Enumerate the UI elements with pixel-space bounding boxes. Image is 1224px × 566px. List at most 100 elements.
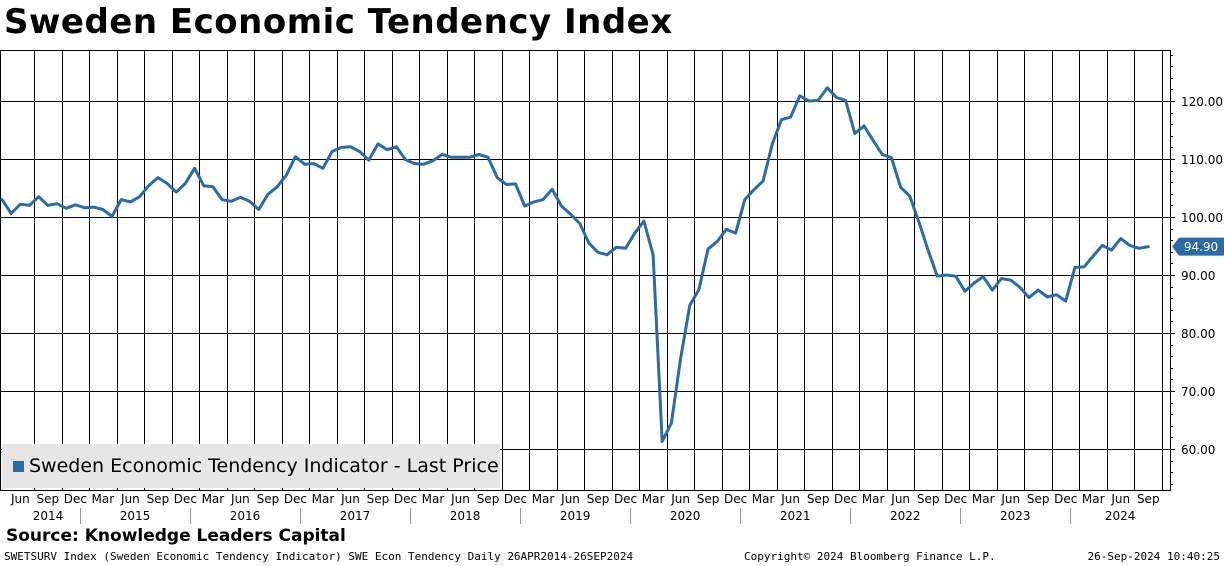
data-point <box>28 204 31 207</box>
data-point <box>560 204 563 208</box>
data-point <box>871 139 875 142</box>
data-point <box>670 421 673 425</box>
data-point <box>688 304 691 307</box>
data-point <box>450 156 453 159</box>
x-year-label: 2015 <box>120 509 151 523</box>
data-point <box>826 86 829 89</box>
data-point <box>1046 295 1049 299</box>
data-point <box>945 273 948 277</box>
x-month-label: Dec <box>1054 492 1077 506</box>
x-month-label: Sep <box>147 492 170 506</box>
data-point <box>496 176 499 179</box>
data-point <box>184 182 187 185</box>
x-month-label: Mar <box>422 492 445 506</box>
x-year-label: 2023 <box>1000 509 1031 523</box>
x-month-label: Mar <box>202 492 225 506</box>
x-month-label: Sep <box>1027 492 1050 506</box>
data-point <box>138 195 141 198</box>
data-point <box>367 159 370 162</box>
data-point <box>743 198 746 201</box>
x-month-label: Mar <box>642 492 665 506</box>
data-point <box>175 190 178 194</box>
x-month-label: Sep <box>917 492 940 506</box>
x-month-label: Mar <box>312 492 335 506</box>
data-point <box>358 150 361 153</box>
x-month-label: Jun <box>120 492 140 506</box>
data-point <box>65 207 68 210</box>
data-point <box>257 208 260 211</box>
data-point <box>881 153 884 156</box>
x-month-label: Dec <box>174 492 197 506</box>
data-point <box>74 203 77 206</box>
data-point <box>927 249 930 252</box>
data-point <box>431 159 435 162</box>
data-point <box>642 219 646 223</box>
data-point <box>578 222 581 225</box>
x-month-label: Sep <box>697 492 720 506</box>
data-point <box>1073 266 1077 269</box>
x-month-label: Dec <box>834 492 857 506</box>
data-point <box>129 200 132 204</box>
footer-timestamp: 26-Sep-2024 10:40:25 <box>1087 550 1220 563</box>
x-month-label: Jun <box>560 492 580 506</box>
data-point <box>110 215 114 218</box>
data-point <box>853 132 856 135</box>
data-point <box>83 206 86 209</box>
data-point <box>211 185 215 188</box>
x-year-label: 2018 <box>450 509 481 523</box>
x-month-label: Jun <box>780 492 800 506</box>
data-point <box>633 232 636 235</box>
x-year-label: 2021 <box>780 509 811 523</box>
data-point <box>706 247 710 251</box>
x-year-label: 2014 <box>33 509 64 523</box>
x-year-label: 2022 <box>890 509 921 523</box>
y-tick-label: 70.00 <box>1181 385 1215 399</box>
x-month-label: Sep <box>1137 492 1160 506</box>
data-point <box>1064 299 1067 303</box>
data-point <box>523 204 526 208</box>
data-point <box>899 186 902 189</box>
data-point <box>917 221 921 224</box>
data-point <box>156 176 160 179</box>
x-month-label: Jun <box>10 492 30 506</box>
data-point <box>413 162 416 165</box>
gridlines <box>0 50 1170 490</box>
x-month-label: Jun <box>450 492 470 506</box>
data-point <box>303 163 306 166</box>
data-point <box>312 162 315 165</box>
data-point <box>477 153 480 156</box>
data-point <box>771 142 774 146</box>
x-month-label: Sep <box>477 492 500 506</box>
data-point <box>734 232 737 235</box>
chart-title: Sweden Economic Tendency Index <box>4 2 673 42</box>
source-note: Source: Knowledge Leaders Capital <box>6 526 346 546</box>
data-point <box>844 99 847 102</box>
data-point <box>1009 279 1012 282</box>
data-point <box>963 290 967 293</box>
data-point <box>972 281 976 285</box>
data-point <box>908 194 911 198</box>
x-month-label: Sep <box>587 492 610 506</box>
y-tick-label: 80.00 <box>1181 327 1215 341</box>
data-point <box>376 142 380 146</box>
data-point <box>890 156 893 159</box>
x-month-label: Jun <box>890 492 910 506</box>
data-point <box>615 246 618 249</box>
data-point <box>202 184 205 187</box>
x-axis-ticks: Jun Sep Dec Mar Jun Sep Dec Mar Jun Sep Dec Mar Jun S… <box>10 492 1160 524</box>
data-point <box>798 94 801 98</box>
data-point <box>1110 248 1113 252</box>
legend-label: Sweden Economic Tendency Indicator - Las… <box>29 455 499 477</box>
footer-index-description: SWETSURV Index (Sweden Economic Tendency… <box>4 550 634 563</box>
data-point <box>1055 293 1058 296</box>
data-point <box>716 240 719 243</box>
x-month-label: Mar <box>1082 492 1105 506</box>
x-month-label: Jun <box>1110 492 1130 506</box>
x-month-label: Jun <box>670 492 690 506</box>
data-point <box>532 200 536 204</box>
data-point <box>1092 254 1095 258</box>
x-month-label: Sep <box>257 492 280 506</box>
data-point <box>606 253 609 256</box>
chart-frame <box>0 50 1171 491</box>
